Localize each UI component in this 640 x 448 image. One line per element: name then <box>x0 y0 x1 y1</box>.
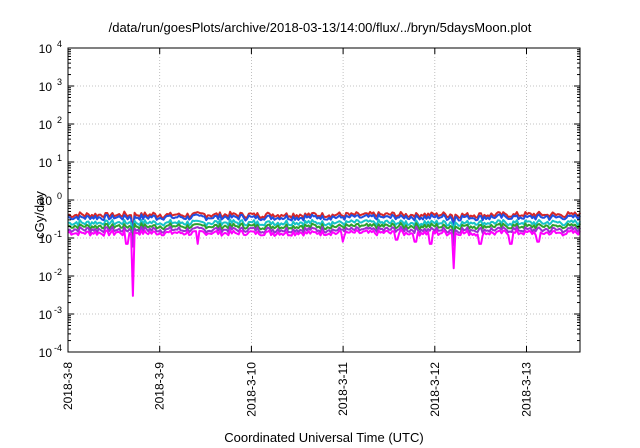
series-line-3 <box>68 218 581 241</box>
y-tick-exponent: 3 <box>57 77 62 87</box>
y-tick-exponent: -4 <box>54 343 62 353</box>
series-line-5 <box>67 225 581 248</box>
series-line-1 <box>67 210 581 233</box>
x-tick-label: 2018-3-9 <box>153 362 167 410</box>
y-tick-exponent: -2 <box>54 267 62 277</box>
grid-lines <box>68 48 580 352</box>
y-tick-label: 10 <box>39 194 53 208</box>
x-axis: 2018-3-8 2018-3-9 2018-3-10 2018-3-11 2018-3… <box>61 48 534 417</box>
x-tick-label: 2018-3-12 <box>428 362 442 417</box>
series-line-4 <box>67 222 581 245</box>
x-tick-label: 2018-3-10 <box>244 362 258 417</box>
y-tick-exponent: 4 <box>57 39 62 49</box>
y-tick-exponent: -1 <box>54 229 62 239</box>
x-tick-label: 2018-3-13 <box>520 362 534 417</box>
y-tick-label: 10 <box>39 232 53 246</box>
y-tick-label: 10 <box>39 118 53 132</box>
y-tick-exponent: 1 <box>57 153 62 163</box>
y-tick-exponent: 0 <box>57 191 62 201</box>
y-tick-exponent: -3 <box>54 305 62 315</box>
y-tick-label: 10 <box>39 270 53 284</box>
series-line-6 <box>67 228 581 297</box>
x-tick-label: 2018-3-11 <box>336 362 350 416</box>
chart-title: /data/run/goesPlots/archive/2018-03-13/1… <box>108 20 532 35</box>
y-tick-label: 10 <box>39 80 53 94</box>
y-tick-label: 10 <box>39 42 53 56</box>
x-axis-label: Coordinated Universal Time (UTC) <box>224 430 424 445</box>
y-axis-label: cGy/day <box>32 191 47 239</box>
series-group <box>67 210 581 297</box>
y-tick-exponent: 2 <box>57 115 62 125</box>
series-line-2 <box>67 213 581 236</box>
y-tick-label: 10 <box>39 346 53 360</box>
y-tick-label: 10 <box>39 156 53 170</box>
x-tick-label: 2018-3-8 <box>61 362 75 410</box>
y-tick-label: 10 <box>39 308 53 322</box>
